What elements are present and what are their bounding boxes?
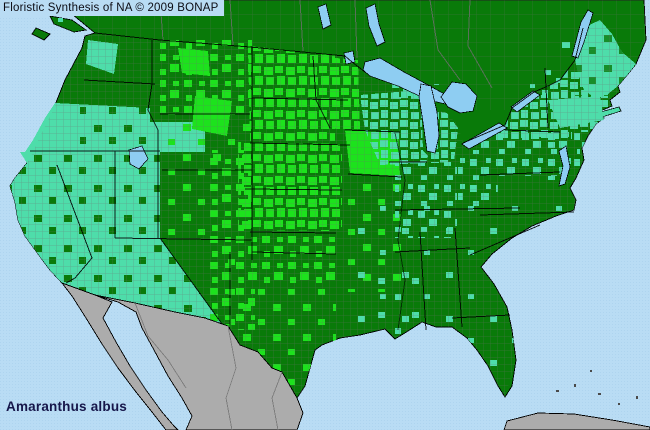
lake-ontario	[510, 90, 541, 113]
canada-province-borders	[159, 0, 493, 89]
chesapeake-bay	[558, 145, 571, 187]
lake-huron	[440, 81, 478, 114]
great-lakes-and-waterbodies	[128, 3, 594, 187]
st-lawrence	[571, 9, 594, 59]
map-title: Floristic Synthesis of NA © 2009 BONAP	[0, 0, 224, 16]
bahamas-islands	[556, 370, 638, 405]
great-salt-lake	[128, 145, 149, 170]
lake-michigan	[418, 83, 440, 154]
mexico-state-borders	[134, 302, 283, 430]
species-name-label: Amaranthus albus	[6, 399, 127, 414]
mexico-landmass	[60, 282, 650, 430]
lake-winnipeg	[365, 3, 386, 47]
state-borders	[30, 27, 584, 331]
lake-of-the-woods	[343, 50, 356, 65]
mexico-mainland	[94, 294, 304, 430]
cuba	[503, 412, 650, 430]
us-canada-border	[94, 32, 366, 73]
baja-california	[60, 282, 179, 430]
